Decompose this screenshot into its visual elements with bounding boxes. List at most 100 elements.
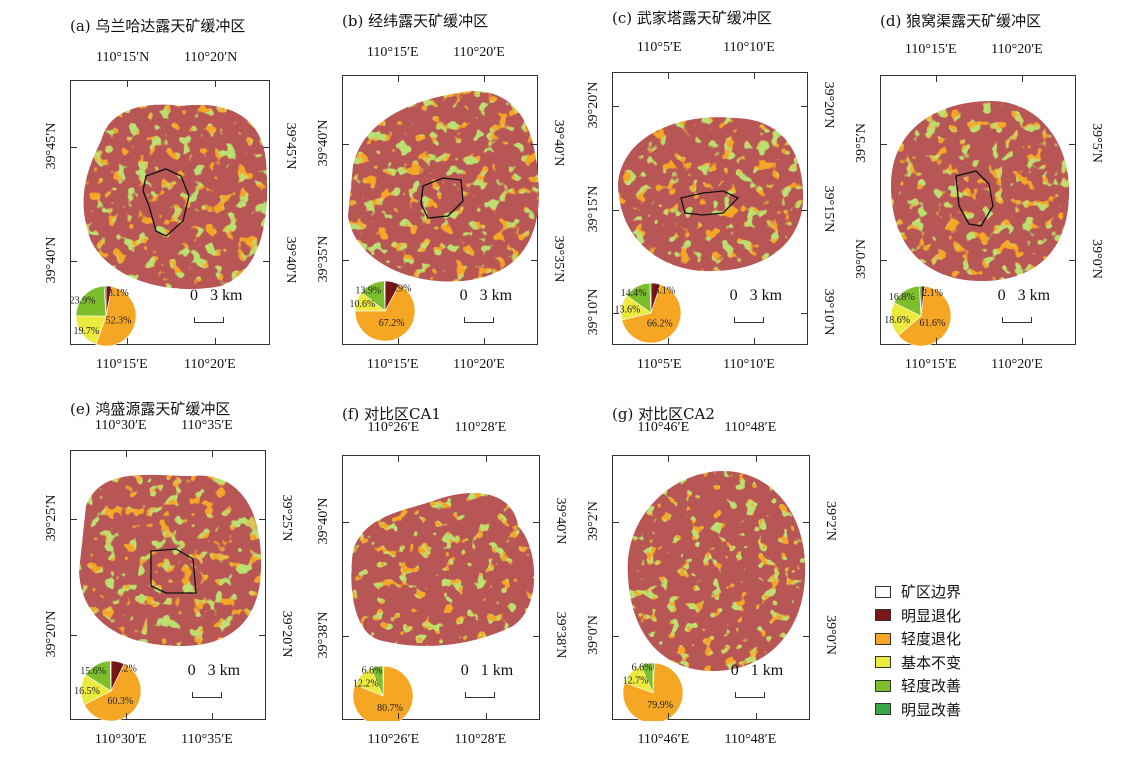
tick-mark xyxy=(1069,259,1075,261)
tick-mark xyxy=(754,73,756,79)
tick-mark xyxy=(343,143,349,145)
map-panel: 3.1% 52.3% 19.7% 23.9% xyxy=(70,80,270,346)
map-panel: 5.1% 66.2% 13.6% 14.4% xyxy=(612,72,808,345)
tick-mark xyxy=(343,636,349,638)
left-tick-label: 39°10′N xyxy=(586,288,601,336)
legend-item: 矿区边界 xyxy=(875,580,961,604)
change-raster xyxy=(627,471,806,671)
panel-title: (c) 武家塔露天矿缓冲区 xyxy=(612,9,772,27)
tick-mark xyxy=(667,73,669,79)
tick-mark xyxy=(935,338,937,344)
map-raster: 3.1% 52.3% 19.7% 23.9% xyxy=(71,104,268,346)
tick-mark xyxy=(125,713,127,719)
map-raster: 2.1% 61.6% 18.6% 16.8% xyxy=(884,101,1070,346)
legend-item: 明显改善 xyxy=(875,698,961,722)
scale-bar: 0 3 km xyxy=(188,662,240,680)
mine-boundary xyxy=(680,190,740,216)
top-tick-label: 110°5′E xyxy=(636,40,682,55)
pie-label: 66.2% xyxy=(647,319,673,330)
scale-bar: 0 3 km xyxy=(460,287,512,305)
bottom-tick-label: 110°20′E xyxy=(184,357,236,372)
top-tick-label: 110°48′E xyxy=(724,420,777,435)
scale-bar: 0 1 km xyxy=(461,662,513,680)
panel-title: (b) 经纬露天矿缓冲区 xyxy=(342,12,489,30)
top-tick-label: 110°15′N xyxy=(96,50,150,65)
pie-label: 13.9% xyxy=(355,286,381,297)
tick-mark xyxy=(343,259,349,261)
legend-item: 轻度退化 xyxy=(875,627,961,651)
pie-label: 12.7% xyxy=(623,676,649,687)
top-tick-label: 110°20′N xyxy=(184,50,238,65)
change-raster xyxy=(618,117,804,272)
scale-bar: 0 1 km xyxy=(731,662,783,680)
tick-mark xyxy=(755,713,757,719)
pie-label: 52.3% xyxy=(106,315,132,326)
left-tick-label: 39°2′N xyxy=(586,501,601,542)
left-tick-label: 39°35′N xyxy=(316,235,331,282)
mine-boundary xyxy=(955,170,994,227)
tick-mark xyxy=(259,634,265,636)
pie-label: 6.6% xyxy=(632,663,653,674)
bottom-tick-label: 110°28′E xyxy=(454,732,507,747)
pie-label: 19.7% xyxy=(73,326,99,337)
pie-slice xyxy=(621,284,682,344)
left-tick-label: 39°40′N xyxy=(316,497,331,545)
pie-slice xyxy=(354,284,416,342)
scale-distance: 3 km xyxy=(210,287,243,304)
panel-title: (e) 鸿盛源露天矿缓冲区 xyxy=(70,400,231,418)
change-raster xyxy=(891,101,1070,281)
pie-slice xyxy=(75,315,107,345)
tick-mark xyxy=(613,209,619,211)
legend-label: 基本不变 xyxy=(901,653,962,672)
tick-mark xyxy=(801,105,807,107)
panel-title: (f) 对比区CA1 xyxy=(342,405,441,423)
tick-mark xyxy=(1022,338,1024,344)
tick-mark xyxy=(212,713,214,719)
change-raster xyxy=(83,104,268,289)
right-tick-label: 39°10′N xyxy=(821,288,836,336)
left-tick-label: 39°5′N xyxy=(854,122,869,163)
pie-label: 3.1% xyxy=(108,288,129,299)
pie-label: 23.9% xyxy=(71,296,95,307)
legend-swatch xyxy=(875,609,891,622)
pie-label: 16.8% xyxy=(889,292,915,303)
right-tick-label: 39°20′N xyxy=(821,81,836,129)
pie-label: 18.6% xyxy=(884,315,910,326)
left-tick-label: 39°40′N xyxy=(316,119,331,166)
tick-mark xyxy=(259,518,265,520)
right-tick-label: 39°38′N xyxy=(553,611,568,659)
tick-mark xyxy=(71,261,77,263)
pie-slice xyxy=(103,285,107,317)
legend-label: 轻度退化 xyxy=(901,630,962,649)
right-tick-label: 39°0′N xyxy=(1089,238,1104,279)
tick-mark xyxy=(803,636,809,638)
pie-label: 80.7% xyxy=(377,703,403,714)
scale-distance: 3 km xyxy=(1017,287,1051,304)
pie-slice xyxy=(640,662,654,694)
right-tick-label: 39°5′N xyxy=(1089,122,1104,163)
legend-swatch xyxy=(875,679,891,692)
scale-zero: 0 xyxy=(729,287,738,304)
left-tick-label: 39°0′N xyxy=(854,238,869,279)
pie-slice xyxy=(352,665,414,721)
map-raster: 79.9% 12.7% 6.6% xyxy=(623,471,806,721)
scale-line xyxy=(191,692,222,698)
left-tick-label: 39°45′N xyxy=(44,122,59,170)
tick-mark xyxy=(1022,76,1024,82)
pie-slice xyxy=(649,282,652,314)
left-tick-label: 39°0′N xyxy=(586,615,601,656)
pie-label: 16.5% xyxy=(74,686,100,697)
top-tick-label: 110°20′E xyxy=(991,42,1043,57)
map-panel: 79.9% 12.7% 6.6% xyxy=(612,455,810,721)
tick-mark xyxy=(668,456,670,462)
tick-mark xyxy=(397,76,399,82)
legend-item: 基本不变 xyxy=(875,651,961,675)
pie-label: 61.6% xyxy=(920,318,946,329)
map-raster: 80.7% 12.2% 6.6% xyxy=(351,493,535,721)
top-tick-label: 110°15′E xyxy=(904,42,957,57)
legend-label: 轻度改善 xyxy=(901,677,962,696)
legend-swatch xyxy=(875,632,891,645)
bottom-tick-label: 110°15′E xyxy=(904,357,957,372)
legend-label: 明显改善 xyxy=(901,700,962,719)
